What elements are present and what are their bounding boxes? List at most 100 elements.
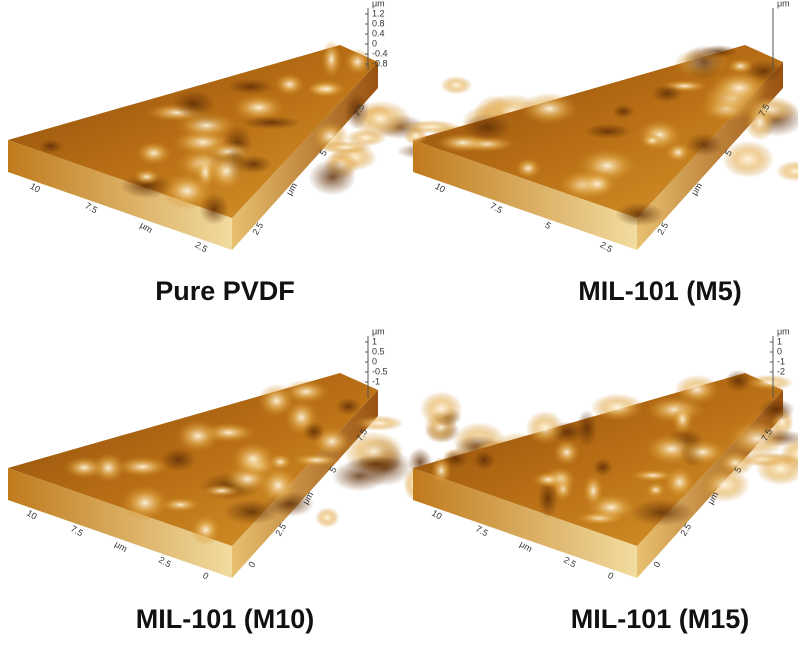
- panel-title: Pure PVDF: [155, 276, 295, 306]
- z-tick-label: 1.2: [372, 8, 385, 18]
- surface-peak: [258, 465, 299, 506]
- surface-peak: [755, 452, 798, 486]
- surface-peak: [630, 469, 676, 482]
- z-tick-label: 0.4: [372, 28, 385, 38]
- surface-peak: [525, 410, 565, 446]
- surface-peak: [532, 471, 565, 488]
- x-tick-label: 2.5: [157, 555, 173, 570]
- surface-pit: [308, 159, 357, 196]
- z-tick-label: 0.5: [372, 346, 385, 356]
- surface-peak: [132, 168, 161, 185]
- surface-peak: [722, 140, 775, 179]
- surface-peak: [436, 133, 490, 153]
- surface-peak: [344, 48, 371, 75]
- surface-peak: [274, 73, 305, 96]
- surface-peak: [553, 439, 581, 466]
- surface-peak: [230, 441, 276, 476]
- surface-peak: [776, 160, 798, 182]
- surface-pit: [592, 458, 614, 477]
- surface-pit: [682, 45, 725, 81]
- surface-pit: [583, 123, 632, 139]
- x-tick-label: 0: [606, 570, 615, 581]
- surface-pit: [685, 132, 723, 157]
- surface-peak: [577, 170, 617, 198]
- surface-peak: [671, 403, 694, 436]
- z-tick-label: -1: [777, 356, 785, 366]
- surface-peak: [319, 140, 373, 154]
- panel-title: MIL-101 (M10): [136, 604, 315, 634]
- surface-peak: [267, 453, 293, 471]
- surface-peak: [190, 514, 221, 546]
- surface-peak: [699, 467, 750, 503]
- surface-pit: [335, 397, 362, 416]
- surface-side-left: [413, 140, 637, 250]
- surface-peak: [115, 456, 170, 478]
- surface-peak: [175, 419, 221, 453]
- surface-peak: [665, 142, 691, 163]
- z-tick-label: -0.4: [372, 48, 388, 58]
- y-tick-label: 5: [327, 465, 338, 474]
- surface-peak: [717, 450, 754, 476]
- surface-pit: [172, 90, 215, 118]
- surface-peak: [640, 133, 664, 148]
- surface-peak: [440, 76, 473, 95]
- z-unit: μm: [777, 326, 790, 336]
- z-tick-label: -0.8: [372, 58, 388, 68]
- surface-pit: [615, 202, 664, 227]
- surface-peak: [430, 456, 452, 485]
- surface-pit: [302, 421, 326, 442]
- y-tick-label: 5: [723, 148, 734, 157]
- surface-peak: [678, 439, 727, 466]
- afm-panel: μm1.20.80.40-0.4-0.8107.5μm2.57.55μm2.5P…: [8, 0, 544, 306]
- surface-peak: [745, 374, 794, 391]
- x-tick-label: 10: [430, 508, 444, 522]
- z-unit: μm: [777, 0, 790, 8]
- surface-pit: [223, 499, 280, 525]
- x-tick-label: μm: [138, 220, 154, 235]
- y-tick-label: 5: [318, 148, 329, 157]
- surface-peak: [520, 92, 579, 125]
- panel-title: MIL-101 (M15): [571, 604, 750, 634]
- surface-peak: [257, 384, 296, 418]
- x-tick-label: 5: [543, 220, 552, 231]
- surface-pit: [473, 450, 496, 471]
- x-tick-label: 10: [433, 181, 447, 195]
- surface-pit: [629, 498, 694, 527]
- surface-side-left: [413, 468, 637, 578]
- x-tick-label: 2.5: [562, 555, 578, 570]
- surface-peak: [709, 70, 770, 105]
- z-unit: μm: [372, 0, 385, 8]
- surface-peak: [419, 391, 463, 427]
- z-tick-label: 0: [372, 356, 377, 366]
- surface-pit: [344, 91, 370, 130]
- surface-peak: [515, 157, 542, 179]
- surface-pit: [241, 115, 302, 130]
- surface-peak: [161, 172, 213, 210]
- surface-pit: [160, 447, 197, 472]
- z-tick-label: 0: [777, 346, 782, 356]
- surface-pit: [345, 455, 405, 473]
- surface-pit: [38, 139, 64, 154]
- z-tick-label: 0.8: [372, 18, 385, 28]
- surface-peak: [135, 141, 172, 166]
- surface-pit: [462, 113, 512, 141]
- z-tick-label: 0: [372, 38, 377, 48]
- y-tick-label: 0: [246, 560, 257, 569]
- surface-peak: [582, 473, 604, 508]
- surface-peak: [291, 453, 342, 467]
- surface-peak: [401, 120, 460, 134]
- surface-peak: [206, 151, 247, 191]
- surface-peak: [727, 419, 788, 458]
- x-tick-label: 10: [25, 508, 39, 522]
- surface-pit: [758, 398, 795, 422]
- surface-pit: [651, 84, 683, 103]
- surface-peak: [744, 103, 776, 141]
- z-tick-label: -0.5: [372, 366, 388, 376]
- z-tick-label: 1: [777, 336, 782, 346]
- surface-pit: [612, 104, 635, 119]
- surface-peak: [590, 393, 645, 422]
- surface-peak: [307, 80, 347, 98]
